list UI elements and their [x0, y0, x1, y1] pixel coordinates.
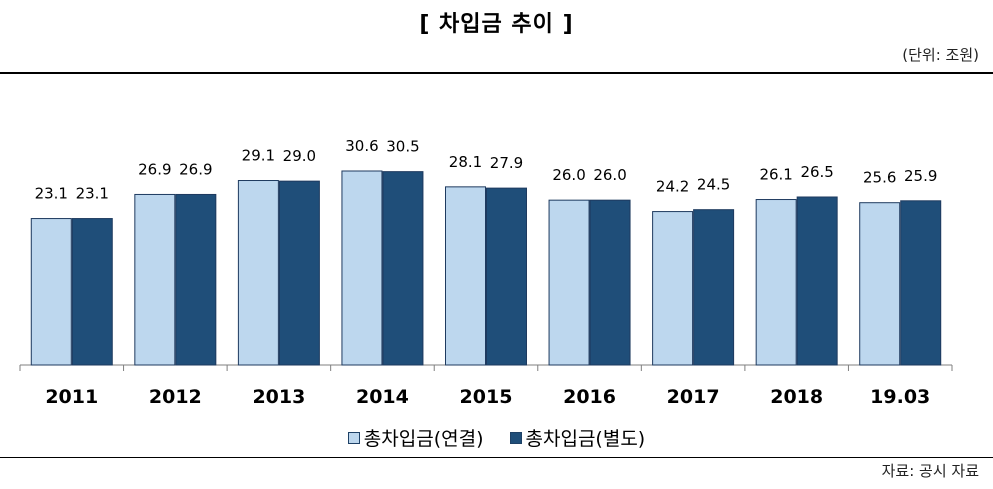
- legend-swatch-consolidated: [347, 431, 360, 444]
- x-tick-label: 2011: [45, 386, 98, 408]
- data-label: 27.9: [490, 154, 523, 172]
- bar-separate: [796, 196, 838, 366]
- bar-separate: [589, 199, 631, 366]
- bar-consolidated: [134, 193, 176, 366]
- bar-consolidated: [652, 211, 694, 366]
- bar-consolidated: [445, 186, 486, 366]
- data-label: 26.9: [179, 160, 212, 178]
- bottom-rule: [0, 457, 993, 458]
- data-label: 26.5: [800, 163, 833, 181]
- legend-label-separate: 총차입금(별도): [525, 428, 646, 450]
- x-tick-label: 2015: [460, 386, 513, 408]
- data-label: 29.1: [242, 147, 275, 165]
- bar-separate: [693, 209, 735, 366]
- chart-legend: 총차입금(연결) 총차입금(별도): [0, 424, 993, 451]
- x-tick-label: 2013: [252, 386, 305, 408]
- bar-separate: [486, 187, 527, 366]
- bar-consolidated: [30, 218, 72, 366]
- x-tick-label: 19.03: [870, 386, 930, 408]
- x-tick-label: 2012: [149, 386, 202, 408]
- bar-separate: [175, 193, 217, 366]
- data-label: 26.0: [593, 166, 626, 184]
- bar-consolidated: [341, 170, 383, 366]
- bar-consolidated: [237, 180, 279, 366]
- data-label: 30.6: [345, 137, 378, 155]
- data-label: 30.5: [386, 138, 419, 156]
- data-label: 24.5: [697, 176, 730, 194]
- bar-chart: 23.1 23.1 2011 26.9 26.9 2012 29.1 29.0 2013 30.6…: [19, 137, 953, 408]
- bar-separate: [382, 171, 424, 366]
- x-tick-label: 2016: [563, 386, 616, 408]
- legend-swatch-separate: [509, 431, 522, 444]
- unit-label: (단위: 조원): [902, 46, 979, 64]
- data-label: 26.9: [138, 160, 171, 178]
- x-tick-label: 2018: [770, 386, 823, 408]
- legend-label-consolidated: 총차입금(연결): [363, 428, 484, 450]
- legend-item-consolidated: 총차입금(연결): [347, 424, 484, 451]
- bar-separate: [71, 218, 113, 366]
- data-label: 28.1: [449, 153, 482, 171]
- x-tick-label: 2017: [667, 386, 720, 408]
- legend-item-separate: 총차입금(별도): [509, 424, 646, 451]
- bar-separate: [900, 200, 942, 366]
- top-rule: [0, 72, 993, 74]
- bar-separate: [278, 180, 320, 366]
- data-label: 26.0: [552, 166, 585, 184]
- data-label: 24.2: [656, 178, 689, 196]
- data-label: 23.1: [76, 185, 109, 203]
- x-tick-label: 2014: [356, 386, 409, 408]
- data-label: 25.9: [904, 167, 937, 185]
- source-note: 자료: 공시 자료: [881, 462, 979, 480]
- data-label: 26.1: [759, 166, 792, 184]
- data-label: 29.0: [283, 147, 316, 165]
- data-label: 23.1: [35, 185, 68, 203]
- bar-consolidated: [548, 199, 590, 366]
- data-label: 25.6: [863, 169, 896, 187]
- bar-consolidated: [859, 202, 901, 366]
- chart-title: [ 차입금 추이 ]: [419, 12, 574, 37]
- bar-consolidated: [755, 199, 797, 366]
